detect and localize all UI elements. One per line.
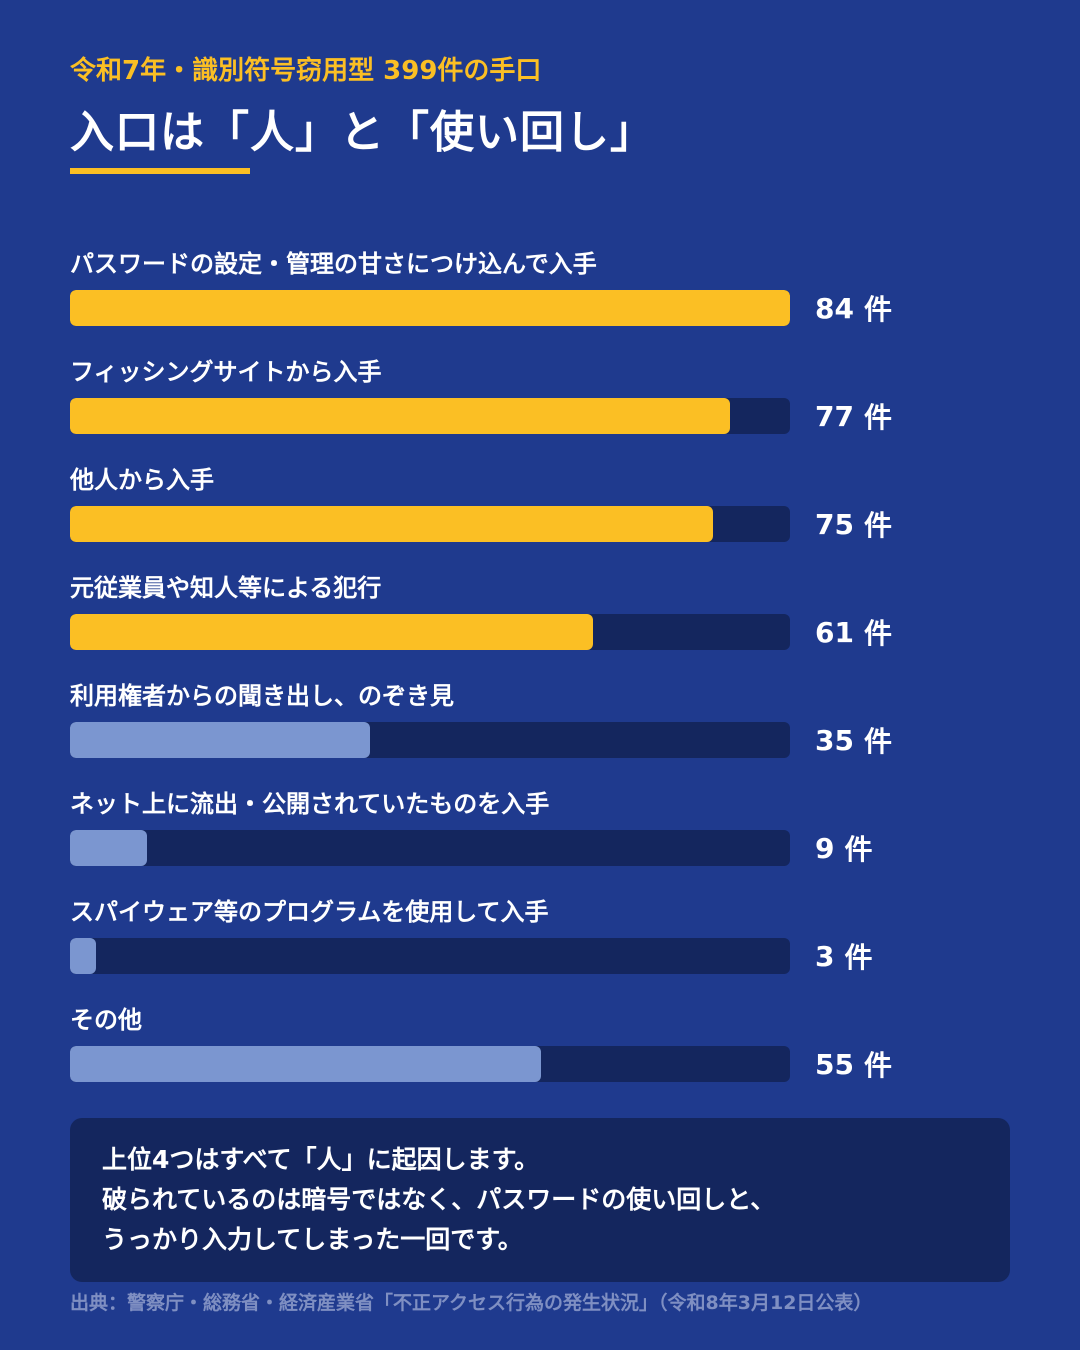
value-number: 77 (815, 399, 854, 433)
bar-track (70, 1046, 790, 1082)
value-number: 55 (815, 1047, 854, 1081)
bar (70, 722, 370, 758)
value-unit: 件 (863, 293, 892, 326)
value-unit: 件 (844, 833, 873, 866)
bar-row: フィッシングサイトから入手 77 件 (70, 352, 1010, 460)
bar-value: 61 件 (815, 614, 892, 651)
value-number: 3 (815, 939, 835, 973)
bar-value: 75 件 (815, 506, 892, 543)
bar-track (70, 506, 790, 542)
bar (70, 290, 790, 326)
bar-value: 55 件 (815, 1046, 892, 1083)
bar-row: 元従業員や知人等による犯行 61 件 (70, 568, 1010, 676)
bar-row: その他 55 件 (70, 1000, 1010, 1108)
bar (70, 830, 147, 866)
bar-track (70, 398, 790, 434)
bar-value: 84 件 (815, 290, 892, 327)
category-label: 他人から入手 (70, 466, 214, 494)
value-number: 35 (815, 723, 854, 757)
bar (70, 614, 593, 650)
note-line: うっかり入力してしまった一回です。 (102, 1225, 523, 1254)
category-label: パスワードの設定・管理の甘さにつけ込んで入手 (70, 250, 597, 278)
value-number: 61 (815, 615, 854, 649)
bar-track (70, 830, 790, 866)
bar-row: 利用権者からの聞き出し、のぞき見 35 件 (70, 676, 1010, 784)
bar-track (70, 938, 790, 974)
bar (70, 1046, 541, 1082)
bar-row: パスワードの設定・管理の甘さにつけ込んで入手 84 件 (70, 244, 1010, 352)
bar (70, 938, 96, 974)
category-label: 利用権者からの聞き出し、のぞき見 (70, 682, 454, 710)
value-unit: 件 (863, 725, 892, 758)
category-label: ネット上に流出・公開されていたものを入手 (70, 790, 550, 818)
bar-row: ネット上に流出・公開されていたものを入手 9 件 (70, 784, 1010, 892)
chart-title: 入口は「人」と「使い回し」 (70, 107, 655, 158)
note-line: 破られているのは暗号ではなく、パスワードの使い回しと、 (102, 1185, 776, 1214)
bar (70, 398, 730, 434)
value-unit: 件 (863, 617, 892, 650)
bar-row: 他人から入手 75 件 (70, 460, 1010, 568)
value-number: 84 (815, 291, 854, 325)
bar-value: 77 件 (815, 398, 892, 435)
title-underline (70, 168, 250, 174)
value-unit: 件 (863, 1049, 892, 1082)
bar-track (70, 614, 790, 650)
value-unit: 件 (844, 941, 873, 974)
category-label: その他 (70, 1006, 142, 1034)
chart-kicker: 令和7年・識別符号窃用型 399件の手口 (70, 56, 542, 86)
note-line: 上位4つはすべて「人」に起因します。 (102, 1145, 540, 1174)
value-unit: 件 (863, 401, 892, 434)
category-label: 元従業員や知人等による犯行 (70, 574, 382, 602)
value-unit: 件 (863, 509, 892, 542)
bar-row: スパイウェア等のプログラムを使用して入手 3 件 (70, 892, 1010, 1000)
summary-note: 上位4つはすべて「人」に起因します。 破られているのは暗号ではなく、パスワードの… (70, 1118, 1010, 1282)
source-citation: 出典：警察庁・総務省・経済産業省「不正アクセス行為の発生状況」（令和8年3月12… (70, 1292, 873, 1314)
value-number: 75 (815, 507, 854, 541)
bar-value: 35 件 (815, 722, 892, 759)
bar-track (70, 722, 790, 758)
value-number: 9 (815, 831, 835, 865)
category-label: フィッシングサイトから入手 (70, 358, 382, 386)
category-label: スパイウェア等のプログラムを使用して入手 (70, 898, 549, 926)
bar (70, 506, 713, 542)
bar-track (70, 290, 790, 326)
